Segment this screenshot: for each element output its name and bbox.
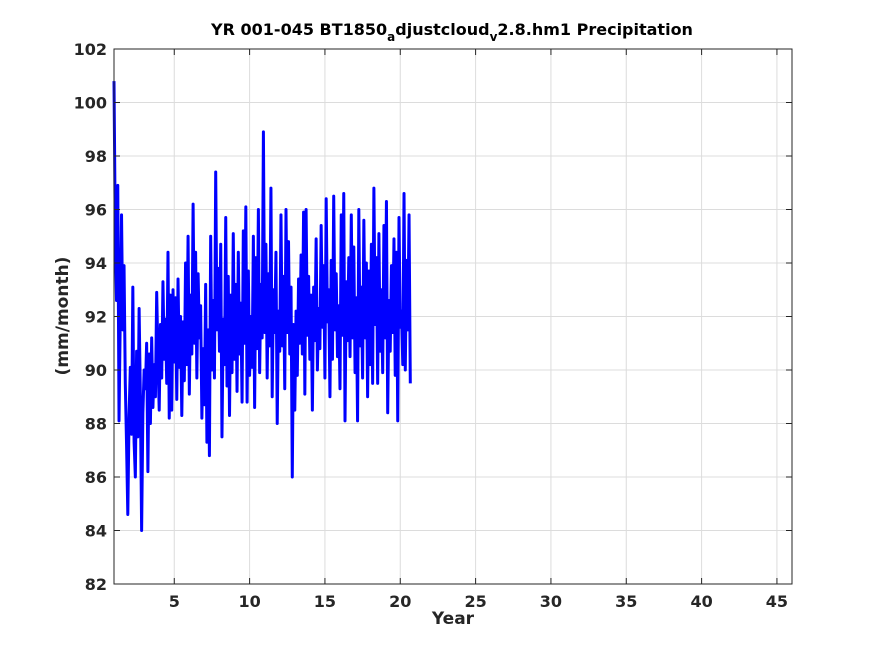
- y-tick-label: 102: [74, 40, 107, 59]
- x-tick-label: 40: [690, 592, 712, 611]
- y-tick-label: 88: [85, 415, 107, 434]
- x-tick-labels: 5 10 15 20 25 30 35 40 45: [169, 592, 788, 611]
- series-line: [112, 81, 412, 532]
- y-tick-label: 86: [85, 468, 107, 487]
- chart-title-part1: YR 001-045 BT1850: [210, 20, 387, 39]
- chart-title-sub2: v: [490, 30, 498, 44]
- y-tick-label: 98: [85, 147, 107, 166]
- y-tick-label: 84: [85, 522, 107, 541]
- y-axis-label: (mm/month): [53, 257, 73, 376]
- x-tick-label: 15: [314, 592, 336, 611]
- x-tick-label: 10: [238, 592, 260, 611]
- chart-title-part2: djustcloud: [395, 20, 489, 39]
- chart-title-part3: 2.8.hm1 Precipitation: [497, 20, 693, 39]
- x-tick-label: 30: [540, 592, 562, 611]
- x-tick-label: 35: [615, 592, 637, 611]
- x-tick-label: 5: [169, 592, 180, 611]
- y-tick-labels: 82 84 86 88 90 92 94 96 98 100 102: [74, 40, 107, 594]
- y-tick-label: 94: [85, 254, 107, 273]
- y-tick-label: 92: [85, 308, 107, 327]
- y-tick-label: 96: [85, 201, 107, 220]
- x-axis-label: Year: [431, 609, 475, 629]
- y-tick-label: 82: [85, 575, 107, 594]
- x-tick-label: 25: [464, 592, 486, 611]
- x-tick-label: 45: [766, 592, 788, 611]
- tick-marks: [114, 48, 792, 585]
- y-tick-label: 100: [74, 94, 107, 113]
- y-tick-label: 90: [85, 361, 107, 380]
- chart-title: YR 001-045 BT1850adjustcloudv2.8.hm1 Pre…: [210, 20, 693, 44]
- chart-title-sub1: a: [387, 30, 395, 44]
- x-tick-label: 20: [389, 592, 411, 611]
- data-series-group: [112, 81, 412, 532]
